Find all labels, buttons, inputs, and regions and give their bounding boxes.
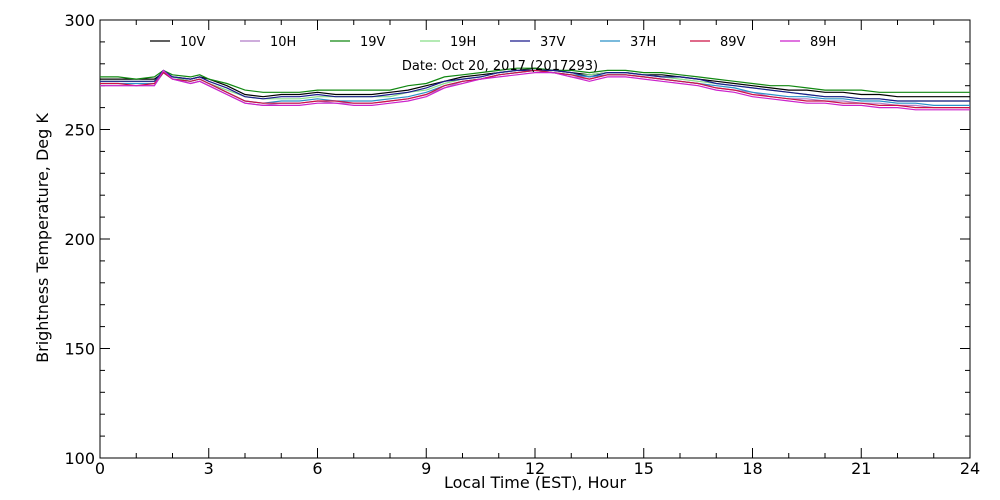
x-tick-label: 18	[742, 459, 762, 478]
y-tick-label: 150	[64, 340, 95, 359]
series-line-89h	[100, 69, 970, 111]
series-line-37v	[100, 69, 970, 102]
y-tick-label: 250	[64, 121, 95, 140]
x-tick-label: 3	[204, 459, 214, 478]
legend-label-19h: 19H	[450, 35, 476, 50]
x-tick-label: 15	[634, 459, 654, 478]
x-tick-label: 21	[851, 459, 871, 478]
y-axis-label: Brightness Temperature, Deg K	[33, 113, 52, 363]
plot-area-frame	[99, 19, 971, 459]
series-line-89v	[100, 69, 970, 109]
legend-label-37v: 37V	[540, 35, 566, 50]
legend-label-89v: 89V	[720, 35, 746, 50]
x-tick-label: 0	[95, 459, 105, 478]
series-line-19v	[100, 67, 970, 93]
legend-label-10v: 10V	[180, 35, 206, 50]
legend-label-37h: 37H	[630, 35, 656, 50]
legend-label-19v: 19V	[360, 35, 386, 50]
x-tick-label: 6	[312, 459, 322, 478]
date-annotation: Date: Oct 20, 2017 (2017293)	[402, 59, 598, 74]
y-tick-label: 100	[64, 449, 95, 468]
x-tick-label: 24	[960, 459, 980, 478]
x-tick-label: 12	[525, 459, 545, 478]
legend-label-10h: 10H	[270, 35, 296, 50]
legend-label-89h: 89H	[810, 35, 836, 50]
x-tick-label: 9	[421, 459, 431, 478]
y-tick-label: 300	[64, 11, 95, 30]
x-axis-label: Local Time (EST), Hour	[444, 473, 626, 492]
y-tick-label: 200	[64, 230, 95, 249]
